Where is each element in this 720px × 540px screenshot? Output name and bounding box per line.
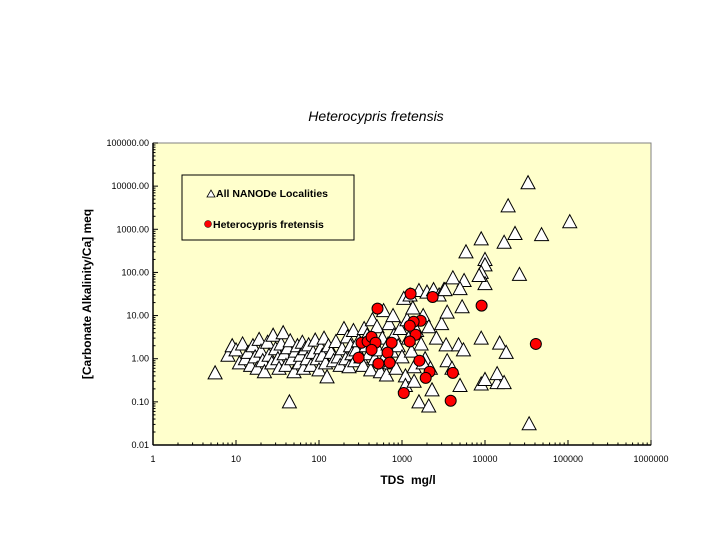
triangle-point [424,381,440,397]
triangle-point [275,324,291,340]
triangle-point [445,269,461,285]
y-tick-label: 100000.00 [106,138,149,148]
legend-entry-all-localities: All NANODe Localities [216,188,328,200]
triangle-point [256,363,273,379]
circle-point [426,290,439,303]
legend: All NANODe Localities Heterocypris frete… [181,174,355,241]
triangle-point [369,318,385,334]
triangle-point [521,415,537,431]
triangle-point [282,332,299,348]
triangle-point [406,373,422,388]
legend-triangle-icon [206,189,216,198]
y-tick-label: 0.10 [131,397,149,407]
x-axis-label: TDS mg/l [380,473,435,487]
triangle-point [458,243,474,259]
triangle-point [234,335,251,351]
triangle-point [454,298,470,314]
triangle-point [392,320,408,336]
y-tick-label: 0.01 [131,440,149,450]
y-axis-label: [Carbonate Alkalinity/Ca] meq [80,209,94,379]
y-tick-label: 10.00 [126,311,149,321]
triangle-point [496,374,512,390]
circle-point [385,336,398,349]
y-tick-label: 100.00 [121,267,149,277]
triangle-point [362,361,379,377]
circle-point [529,337,542,350]
triangle-point [473,230,490,246]
circle-point [365,343,378,356]
circle-point [372,357,385,370]
circle-point [381,346,394,359]
triangle-point [477,275,493,291]
triangle-point [413,335,429,351]
x-tick-label: 1 [150,454,155,464]
triangle-point [259,334,276,349]
circle-point [413,354,426,367]
legend-box [181,174,355,241]
x-tick-label: 1000 [392,454,412,464]
triangle-point [520,174,536,190]
triangle-point [533,226,550,242]
triangle-point [433,315,450,331]
y-tick-label: 10000.00 [111,181,149,191]
triangle-point [355,357,371,372]
triangle-point [345,322,362,338]
x-tick-label: 10 [231,454,241,464]
circle-point [446,366,459,379]
circle-point [403,335,416,348]
triangle-point [251,331,267,346]
triangle-point [438,336,454,352]
triangle-point [281,393,298,409]
triangle-point [561,213,578,229]
y-tick-label: 1.00 [131,354,149,364]
circle-point [352,351,365,364]
legend-entry-heterocypris: Heterocypris fretensis [213,219,324,231]
triangle-point [420,318,437,334]
x-tick-label: 100000 [553,454,583,464]
x-tick-label: 10000 [472,454,497,464]
circle-point [419,371,432,384]
y-tick-label: 1000.00 [116,224,149,234]
x-tick-label: 100 [311,454,326,464]
triangle-point [404,299,421,315]
circle-point [475,299,488,312]
triangle-point [403,343,420,358]
triangle-point [319,368,335,384]
triangle-point [455,341,472,357]
x-tick-label: 1000000 [633,454,668,464]
triangle-point [477,371,493,386]
triangle-point [452,377,468,392]
triangle-point [385,307,401,323]
triangle-point [381,315,397,331]
circle-point [404,287,417,300]
circle-point [371,302,384,315]
triangle-point [411,393,427,409]
triangle-point [311,361,327,377]
circle-point [397,387,410,400]
triangle-point [437,281,453,297]
chart-title: Heterocypris fretensis [308,108,443,124]
triangle-point [491,335,508,350]
triangle-point [496,234,512,249]
circle-point [383,356,396,369]
triangle-point [511,266,528,281]
triangle-point [473,330,490,345]
circle-point [403,319,416,332]
triangle-point [489,365,505,381]
triangle-point [498,344,515,359]
triangle-point [207,364,223,380]
triangle-point [420,397,437,413]
triangle-point [328,333,344,349]
triangle-point [500,197,516,213]
triangle-point [439,304,455,319]
legend-circle-icon [204,220,212,228]
triangle-point [452,280,468,296]
triangle-point [428,330,445,345]
triangle-point [471,267,487,282]
triangle-point [507,225,523,240]
circle-point [444,394,457,407]
